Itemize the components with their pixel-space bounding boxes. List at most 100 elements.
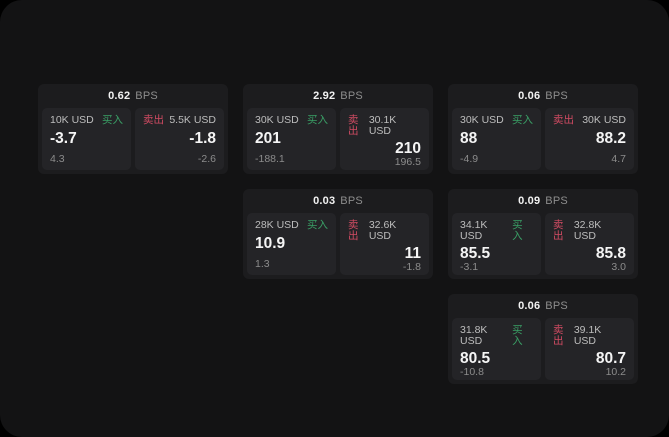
buy-quote-panel[interactable]: 10K USD 买入 -3.7 4.3 [42, 108, 131, 170]
bps-unit-label: BPS [340, 90, 363, 102]
buy-delta: -10.8 [460, 366, 484, 379]
sell-panel-top: 卖出 39.1K USD [553, 325, 626, 346]
buy-notional: 31.8K USD [460, 324, 488, 347]
sell-quote-panel[interactable]: 卖出 30.1K USD 210 196.5 [340, 108, 429, 170]
buy-quote-panel[interactable]: 30K USD 买入 88 -4.9 [452, 108, 541, 170]
quote-card: 0.03 BPS 28K USD 买入 10.9 1.3 卖出 32.6K US… [243, 189, 433, 279]
card-header: 2.92 BPS [247, 84, 429, 108]
buy-notional: 30K USD [255, 114, 299, 126]
sell-delta: 196.5 [394, 156, 421, 169]
sell-panel-top: 卖出 30K USD [553, 115, 626, 126]
sell-notional: 30K USD [582, 114, 626, 126]
sell-notional: 5.5K USD [169, 114, 216, 126]
sell-side-label: 卖出 [553, 114, 574, 126]
cards-grid: 0.62 BPS 10K USD 买入 -3.7 4.3 卖出 5.5K USD… [38, 84, 638, 384]
card-header: 0.06 BPS [452, 84, 634, 108]
buy-quote-panel[interactable]: 28K USD 买入 10.9 1.3 [247, 213, 336, 275]
sell-price: 210 [395, 140, 421, 157]
buy-notional: 10K USD [50, 114, 94, 126]
sell-quote-panel[interactable]: 卖出 32.8K USD 85.8 3.0 [545, 213, 634, 275]
card-header: 0.62 BPS [42, 84, 224, 108]
sell-price: 88.2 [595, 129, 626, 147]
bps-unit-label: BPS [340, 195, 363, 207]
buy-side-label: 买入 [512, 219, 523, 242]
buy-panel-top: 30K USD 买入 [255, 115, 328, 126]
buy-quote-panel[interactable]: 34.1K USD 买入 85.5 -3.1 [452, 213, 541, 275]
buy-side-label: 买入 [307, 219, 328, 231]
card-body: 28K USD 买入 10.9 1.3 卖出 32.6K USD 11 -1.8 [247, 213, 429, 275]
sell-side-label: 卖出 [348, 114, 359, 137]
bps-value: 0.03 [313, 195, 336, 207]
buy-side-label: 买入 [307, 114, 328, 126]
sell-delta: 10.2 [605, 366, 626, 379]
sell-delta: 3.0 [611, 261, 626, 274]
buy-price: 80.5 [460, 350, 491, 367]
sell-delta: 4.7 [611, 152, 626, 165]
buy-side-label: 买入 [102, 114, 123, 126]
sell-notional: 32.8K USD [573, 219, 602, 242]
bps-value: 2.92 [313, 90, 336, 102]
bps-value: 0.06 [518, 90, 541, 102]
bps-unit-label: BPS [135, 90, 158, 102]
buy-panel-top: 34.1K USD 买入 [460, 220, 533, 241]
bps-unit-label: BPS [545, 195, 568, 207]
sell-delta: -2.6 [197, 152, 216, 165]
bps-value: 0.06 [518, 300, 541, 312]
quote-card: 0.06 BPS 31.8K USD 买入 80.5 -10.8 卖出 39.1… [448, 294, 638, 384]
card-body: 30K USD 买入 88 -4.9 卖出 30K USD 88.2 4.7 [452, 108, 634, 170]
buy-notional: 34.1K USD [460, 219, 488, 242]
card-header: 0.09 BPS [452, 189, 634, 213]
card-body: 30K USD 买入 201 -188.1 卖出 30.1K USD 210 1… [247, 108, 429, 170]
buy-panel-top: 10K USD 买入 [50, 115, 123, 126]
sell-panel-top: 卖出 32.6K USD [348, 220, 421, 241]
quote-card: 0.62 BPS 10K USD 买入 -3.7 4.3 卖出 5.5K USD… [38, 84, 228, 174]
sell-price: -1.8 [189, 129, 216, 147]
card-header: 0.03 BPS [247, 189, 429, 213]
buy-delta: -188.1 [255, 152, 285, 165]
quote-card: 0.06 BPS 30K USD 买入 88 -4.9 卖出 30K USD 8… [448, 84, 638, 174]
buy-quote-panel[interactable]: 31.8K USD 买入 80.5 -10.8 [452, 318, 541, 380]
buy-delta: -4.9 [460, 152, 479, 165]
buy-price: 201 [255, 129, 281, 147]
sell-panel-top: 卖出 30.1K USD [348, 115, 421, 136]
buy-panel-top: 28K USD 买入 [255, 220, 328, 231]
buy-price: 85.5 [460, 245, 491, 262]
buy-delta: -3.1 [460, 261, 479, 274]
sell-price: 85.8 [595, 245, 626, 262]
buy-side-label: 买入 [512, 114, 533, 126]
sell-delta: -1.8 [402, 261, 421, 274]
buy-delta: 1.3 [255, 257, 270, 270]
sell-panel-top: 卖出 32.8K USD [553, 220, 626, 241]
sell-quote-panel[interactable]: 卖出 5.5K USD -1.8 -2.6 [135, 108, 224, 170]
sell-side-label: 卖出 [553, 219, 564, 242]
buy-notional: 28K USD [255, 219, 299, 231]
sell-price: 11 [404, 245, 421, 262]
sell-side-label: 卖出 [348, 219, 359, 242]
card-body: 31.8K USD 买入 80.5 -10.8 卖出 39.1K USD 80.… [452, 318, 634, 380]
bps-value: 0.62 [108, 90, 131, 102]
bps-value: 0.09 [518, 195, 541, 207]
bps-unit-label: BPS [545, 300, 568, 312]
buy-quote-panel[interactable]: 30K USD 买入 201 -188.1 [247, 108, 336, 170]
sell-quote-panel[interactable]: 卖出 39.1K USD 80.7 10.2 [545, 318, 634, 380]
bps-unit-label: BPS [545, 90, 568, 102]
card-body: 34.1K USD 买入 85.5 -3.1 卖出 32.8K USD 85.8… [452, 213, 634, 275]
card-header: 0.06 BPS [452, 294, 634, 318]
quote-card: 2.92 BPS 30K USD 买入 201 -188.1 卖出 30.1K … [243, 84, 433, 174]
card-body: 10K USD 买入 -3.7 4.3 卖出 5.5K USD -1.8 -2.… [42, 108, 224, 170]
buy-side-label: 买入 [512, 324, 523, 347]
sell-side-label: 卖出 [553, 324, 564, 347]
buy-price: 88 [460, 129, 478, 147]
sell-quote-panel[interactable]: 卖出 32.6K USD 11 -1.8 [340, 213, 429, 275]
buy-delta: 4.3 [50, 152, 65, 165]
sell-notional: 39.1K USD [573, 324, 602, 347]
buy-panel-top: 30K USD 买入 [460, 115, 533, 126]
buy-price: -3.7 [50, 129, 77, 147]
sell-price: 80.7 [595, 350, 626, 367]
buy-panel-top: 31.8K USD 买入 [460, 325, 533, 346]
sell-panel-top: 卖出 5.5K USD [143, 115, 216, 126]
sell-notional: 30.1K USD [368, 114, 397, 137]
sell-quote-panel[interactable]: 卖出 30K USD 88.2 4.7 [545, 108, 634, 170]
sell-notional: 32.6K USD [368, 219, 397, 242]
